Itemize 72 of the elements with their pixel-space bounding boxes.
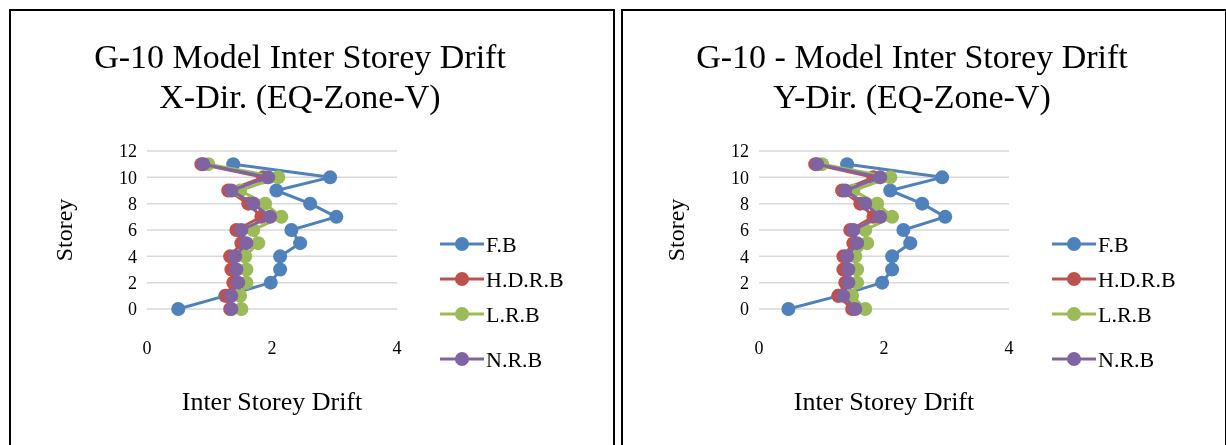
point xyxy=(234,223,249,237)
y-tick-label: 0 xyxy=(128,299,137,320)
point xyxy=(840,249,855,264)
y-axis-title: Storey xyxy=(51,198,77,262)
point xyxy=(284,223,299,237)
point xyxy=(873,209,888,224)
x-tick-label: 4 xyxy=(1004,338,1014,358)
point xyxy=(231,275,246,290)
y-tick-label: 2 xyxy=(128,272,137,293)
legend-label: F.B xyxy=(486,231,517,257)
x-tick-label: 2 xyxy=(267,338,277,358)
point xyxy=(935,170,950,185)
point xyxy=(228,249,243,264)
point xyxy=(329,209,344,224)
y-axis-title: Storey xyxy=(663,198,689,262)
y-tick-label: 2 xyxy=(740,272,749,293)
point xyxy=(903,236,918,251)
y-tick-label: 0 xyxy=(740,299,749,320)
point xyxy=(263,275,278,290)
legend-label: L.R.B xyxy=(1098,301,1152,327)
y-tick-label: 12 xyxy=(119,141,137,162)
point xyxy=(171,302,186,316)
y-tick-label: 6 xyxy=(740,220,749,241)
y-tick-label: 8 xyxy=(128,193,137,214)
point xyxy=(850,236,865,251)
y-tick-label: 4 xyxy=(128,246,137,267)
point xyxy=(273,262,288,277)
point xyxy=(836,288,851,303)
legend-label: H.D.R.B xyxy=(486,266,564,292)
point xyxy=(224,288,239,303)
x-tick-label: 0 xyxy=(142,338,152,358)
point xyxy=(781,302,796,316)
chart-title: G-10 Model Inter Storey Drift X-Dir. (EQ-Zone-V) xyxy=(94,38,507,116)
point xyxy=(885,262,900,277)
point xyxy=(896,223,911,237)
point xyxy=(841,262,856,277)
point xyxy=(858,196,873,211)
point xyxy=(293,236,308,251)
point xyxy=(229,262,244,277)
point xyxy=(883,183,898,198)
x-axis-title: Inter Storey Drift xyxy=(181,387,364,416)
point xyxy=(246,196,261,211)
y-tick-label: 12 xyxy=(731,141,749,162)
y-tick-label: 10 xyxy=(731,167,749,188)
legend-label: F.B xyxy=(1098,231,1129,257)
point xyxy=(873,170,888,185)
x-tick-label: 4 xyxy=(392,338,402,358)
y-tick-label: 8 xyxy=(740,193,749,214)
x-tick-label: 2 xyxy=(879,338,889,358)
y-tick-label: 6 xyxy=(128,220,137,241)
point xyxy=(915,196,930,211)
x-tick-label: 0 xyxy=(754,338,764,358)
point xyxy=(938,209,953,224)
legend-label: L.R.B xyxy=(486,301,540,327)
point xyxy=(875,275,890,290)
y-tick-label: 10 xyxy=(119,167,137,188)
legend-label: H.D.R.B xyxy=(1098,266,1176,292)
point xyxy=(261,170,276,185)
point xyxy=(303,196,318,211)
point xyxy=(269,183,284,198)
chart-title: G-10 - Model Inter Storey Drift Y-Dir. (EQ-Zone-V) xyxy=(696,38,1129,116)
y-tick-label: 4 xyxy=(740,246,749,267)
x-axis-title: Inter Storey Drift xyxy=(793,387,976,416)
point xyxy=(323,170,338,185)
point xyxy=(885,209,900,224)
point xyxy=(263,209,278,224)
legend-label: N.R.B xyxy=(1098,346,1155,372)
point xyxy=(273,249,288,264)
point xyxy=(885,249,900,264)
point xyxy=(251,236,266,251)
point xyxy=(239,236,254,251)
legend-label: N.R.B xyxy=(486,346,543,372)
